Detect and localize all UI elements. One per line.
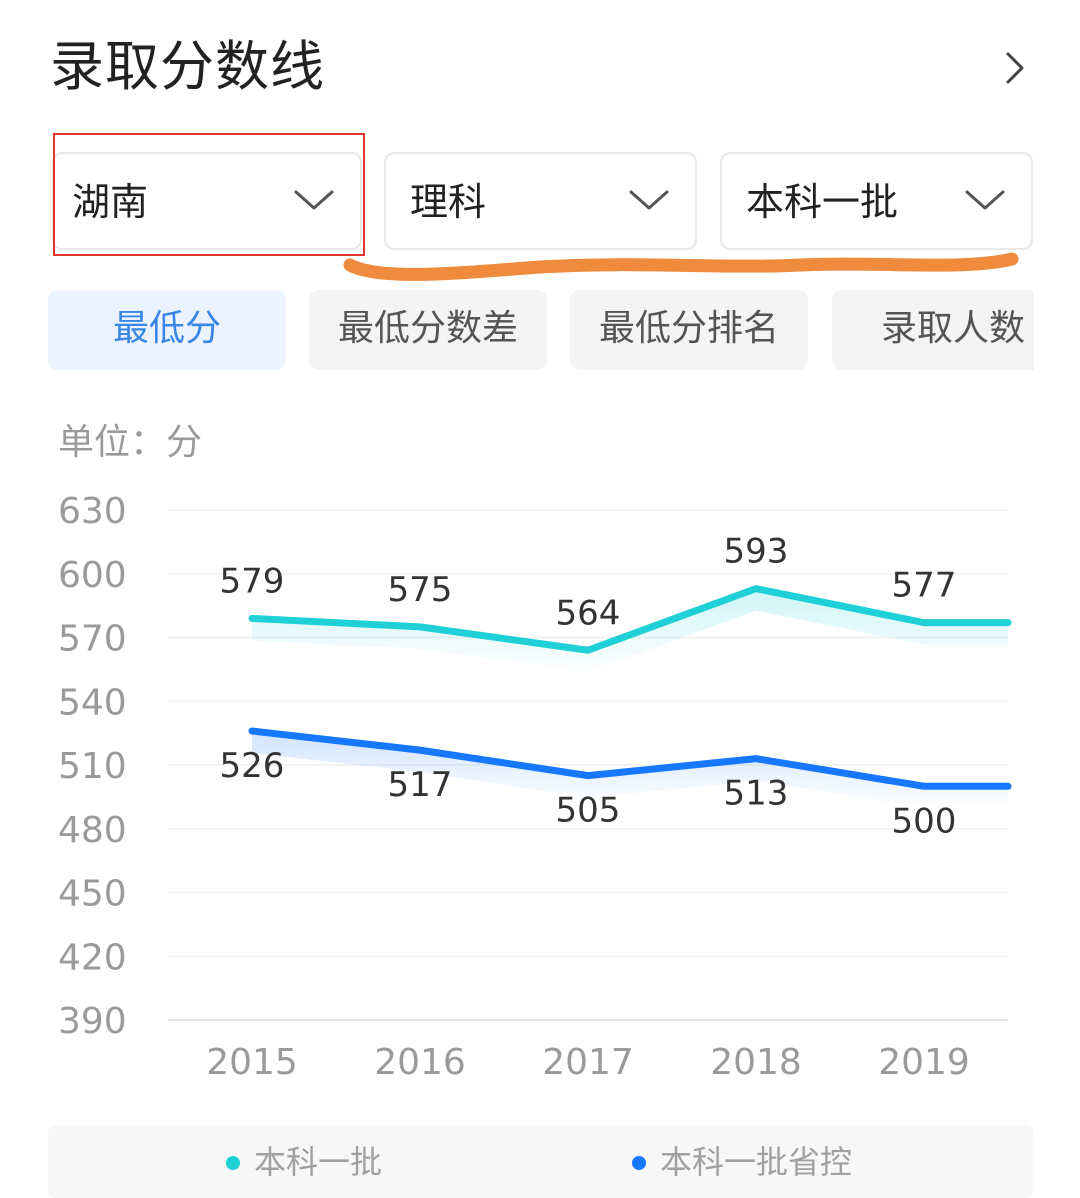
x-tick-label: 2015 — [206, 1042, 298, 1083]
y-tick-label: 390 — [58, 1001, 127, 1042]
y-tick-label: 510 — [58, 746, 127, 787]
legend-label: 本科一批 — [254, 1143, 383, 1181]
x-tick-label: 2019 — [878, 1042, 970, 1083]
data-point — [921, 783, 927, 790]
unit-label: 单位：分 — [58, 422, 203, 463]
batch-value: 本科一批 — [746, 180, 899, 224]
data-label: 513 — [724, 774, 789, 814]
data-label: 575 — [388, 570, 453, 610]
tab-min-score[interactable]: 最低分 — [48, 290, 286, 370]
data-point — [585, 647, 591, 654]
data-point — [417, 623, 423, 630]
y-tick-label: 540 — [58, 682, 127, 723]
province-dropdown[interactable]: 湖南 — [52, 152, 362, 250]
legend-dot-icon — [226, 1156, 240, 1170]
chevron-down-icon — [629, 190, 669, 210]
chart-legend: 本科一批 本科一批省控 — [48, 1125, 1034, 1198]
y-tick-label: 630 — [58, 491, 127, 532]
batch-dropdown[interactable]: 本科一批 — [720, 152, 1033, 250]
data-label: 526 — [220, 746, 285, 786]
data-point — [753, 755, 759, 762]
series-line-1 — [248, 585, 1012, 654]
orange-annotation-stroke — [343, 252, 1019, 281]
y-tick-label: 480 — [58, 810, 127, 851]
series-shade — [252, 731, 1008, 809]
y-tick-label: 600 — [58, 555, 127, 596]
score-line-chart: 630 600 570 540 510 480 450 420 390 2015 2016 2017… — [58, 491, 1012, 1083]
x-tick-label: 2017 — [542, 1042, 634, 1083]
legend-label: 本科一批省控 — [660, 1143, 853, 1181]
tab-min-score-rank[interactable]: 最低分排名 — [570, 290, 808, 370]
subject-dropdown[interactable]: 理科 — [384, 152, 697, 250]
chevron-right-icon[interactable] — [996, 48, 1036, 88]
page-title: 录取分数线 — [50, 35, 325, 98]
y-tick-label: 420 — [58, 937, 127, 978]
data-point — [249, 615, 255, 622]
data-label: 577 — [892, 566, 957, 606]
legend-dot-icon — [632, 1156, 646, 1170]
data-label: 564 — [556, 593, 621, 633]
subject-value: 理科 — [410, 180, 487, 224]
data-label: 500 — [892, 801, 957, 841]
data-label: 579 — [220, 561, 285, 601]
y-tick-label: 570 — [58, 619, 127, 660]
data-point — [585, 772, 591, 779]
data-label: 593 — [724, 532, 789, 572]
data-point — [921, 619, 927, 626]
series-shade — [252, 588, 1008, 673]
x-tick-label: 2018 — [710, 1042, 802, 1083]
series-line-2 — [248, 727, 1012, 790]
metric-tabs: 最低分 最低分数差 最低分排名 录取人数 — [48, 290, 1034, 372]
y-tick-label: 450 — [58, 874, 127, 915]
data-label: 517 — [388, 765, 453, 805]
x-tick-label: 2016 — [374, 1042, 466, 1083]
data-point — [417, 747, 423, 754]
data-point — [249, 728, 255, 734]
chevron-down-icon — [294, 190, 334, 210]
tab-admission-count[interactable]: 录取人数 — [832, 290, 1034, 370]
data-label: 505 — [556, 791, 621, 831]
tab-min-score-diff[interactable]: 最低分数差 — [309, 290, 547, 370]
data-point — [753, 585, 759, 592]
chevron-down-icon — [965, 190, 1005, 210]
province-value: 湖南 — [72, 180, 149, 224]
